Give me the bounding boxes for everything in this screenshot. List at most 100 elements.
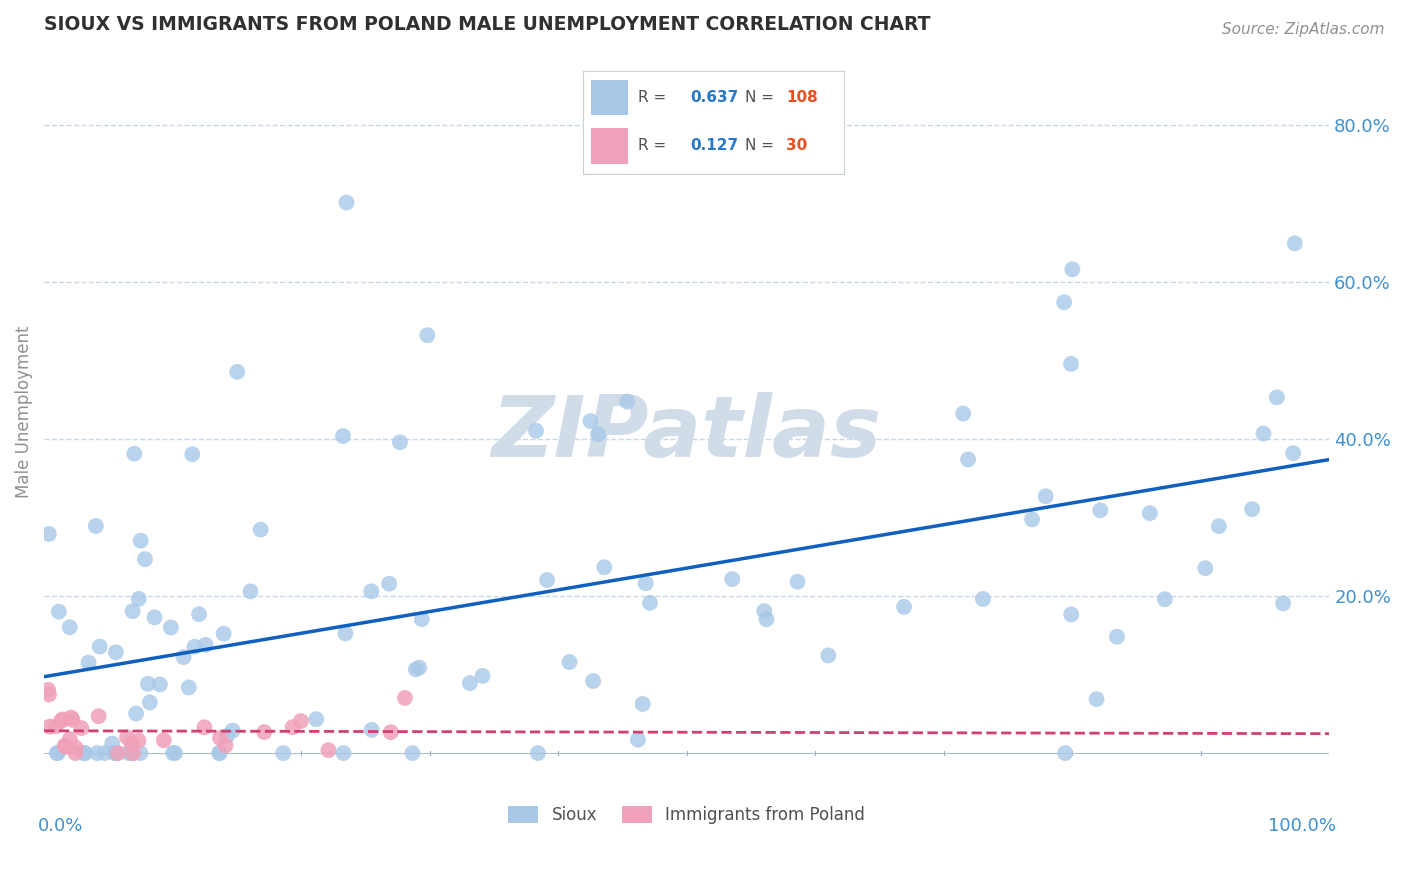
Point <box>527 746 550 760</box>
Bar <box>592 128 627 163</box>
Point <box>38 527 60 541</box>
Point <box>51 714 73 728</box>
Point <box>558 655 581 669</box>
Bar <box>592 79 627 115</box>
Point <box>101 736 124 750</box>
Point <box>1265 390 1288 404</box>
Text: N =: N = <box>745 90 773 105</box>
Point <box>1194 561 1216 575</box>
Point <box>1105 630 1128 644</box>
Point <box>72 746 94 760</box>
Point <box>217 729 239 743</box>
Point <box>388 435 411 450</box>
Point <box>1272 596 1295 610</box>
Point <box>173 650 195 665</box>
Point <box>226 365 249 379</box>
Point <box>153 733 176 747</box>
Text: 100.0%: 100.0% <box>1268 817 1336 835</box>
Point <box>253 725 276 739</box>
Point <box>124 447 146 461</box>
Text: 0.637: 0.637 <box>690 90 738 105</box>
Point <box>631 697 654 711</box>
Point <box>579 414 602 428</box>
Point <box>627 732 650 747</box>
Point <box>70 721 93 735</box>
Text: N =: N = <box>745 138 773 153</box>
Point <box>143 610 166 624</box>
Point <box>86 746 108 760</box>
Point <box>1241 502 1264 516</box>
Point <box>360 584 382 599</box>
Point <box>121 604 143 618</box>
Point <box>183 640 205 654</box>
Point <box>59 620 82 634</box>
Point <box>1054 746 1077 760</box>
Point <box>957 452 980 467</box>
Point <box>1284 236 1306 251</box>
Point <box>134 552 156 566</box>
Point <box>290 714 312 728</box>
Point <box>129 533 152 548</box>
Point <box>536 573 558 587</box>
Text: 0.0%: 0.0% <box>38 817 83 835</box>
Point <box>115 731 138 745</box>
Point <box>120 746 142 760</box>
Point <box>127 733 149 747</box>
Point <box>38 720 60 734</box>
Point <box>128 591 150 606</box>
Point <box>149 677 172 691</box>
Point <box>401 746 423 760</box>
Point <box>405 662 427 676</box>
Point <box>53 739 76 753</box>
Point <box>305 712 328 726</box>
Point <box>165 746 187 760</box>
Point <box>181 447 204 461</box>
Point <box>332 429 354 443</box>
Point <box>120 746 142 760</box>
Point <box>524 424 547 438</box>
Point <box>51 713 73 727</box>
Point <box>1053 295 1076 310</box>
Point <box>638 596 661 610</box>
Point <box>160 620 183 634</box>
Y-axis label: Male Unemployment: Male Unemployment <box>15 326 32 498</box>
Point <box>1021 512 1043 526</box>
Text: 108: 108 <box>786 90 818 105</box>
Point <box>117 746 139 760</box>
Point <box>120 736 142 750</box>
Point <box>380 725 402 739</box>
Point <box>458 676 481 690</box>
Point <box>408 660 430 674</box>
Point <box>104 645 127 659</box>
Point <box>75 746 97 760</box>
Point <box>60 711 83 725</box>
Point <box>208 731 231 745</box>
Point <box>1282 446 1305 460</box>
Point <box>65 740 87 755</box>
Point <box>1060 607 1083 622</box>
Point <box>177 681 200 695</box>
Point <box>582 673 605 688</box>
Point <box>1060 357 1083 371</box>
Point <box>122 746 145 760</box>
Point <box>721 572 744 586</box>
Text: ZIPatlas: ZIPatlas <box>492 392 882 475</box>
Text: 30: 30 <box>786 138 807 153</box>
Point <box>65 746 87 760</box>
Point <box>634 576 657 591</box>
Point <box>37 682 59 697</box>
Text: Source: ZipAtlas.com: Source: ZipAtlas.com <box>1222 22 1385 37</box>
Point <box>129 746 152 760</box>
Point <box>332 746 354 760</box>
Point <box>59 732 82 747</box>
Point <box>1085 692 1108 706</box>
Point <box>93 746 115 760</box>
Point <box>1090 503 1112 517</box>
Point <box>221 723 243 738</box>
Point <box>281 720 304 734</box>
Point <box>586 427 609 442</box>
Point <box>249 523 271 537</box>
Point <box>360 723 382 737</box>
Text: SIOUX VS IMMIGRANTS FROM POLAND MALE UNEMPLOYMENT CORRELATION CHART: SIOUX VS IMMIGRANTS FROM POLAND MALE UNE… <box>44 15 931 34</box>
Point <box>318 743 340 757</box>
